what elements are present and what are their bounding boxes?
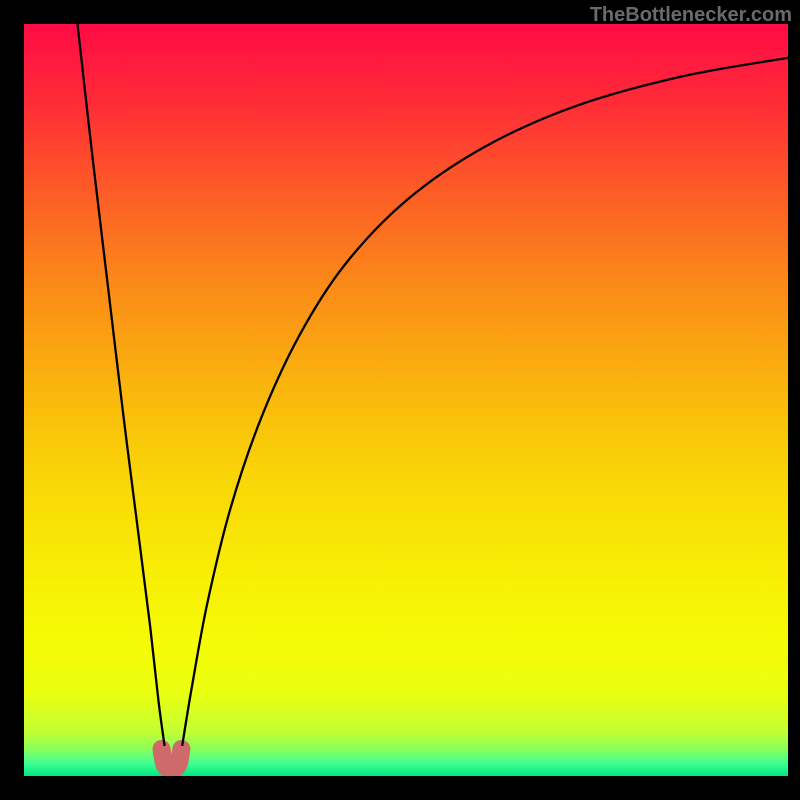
chart-frame: TheBottlenecker.com xyxy=(0,0,800,800)
curve-right-branch xyxy=(182,58,788,746)
curve-left-branch xyxy=(77,24,164,746)
highlight-dip xyxy=(162,749,182,770)
plot-area xyxy=(24,24,788,776)
bottleneck-curve xyxy=(24,24,788,776)
watermark-text: TheBottlenecker.com xyxy=(590,4,792,27)
